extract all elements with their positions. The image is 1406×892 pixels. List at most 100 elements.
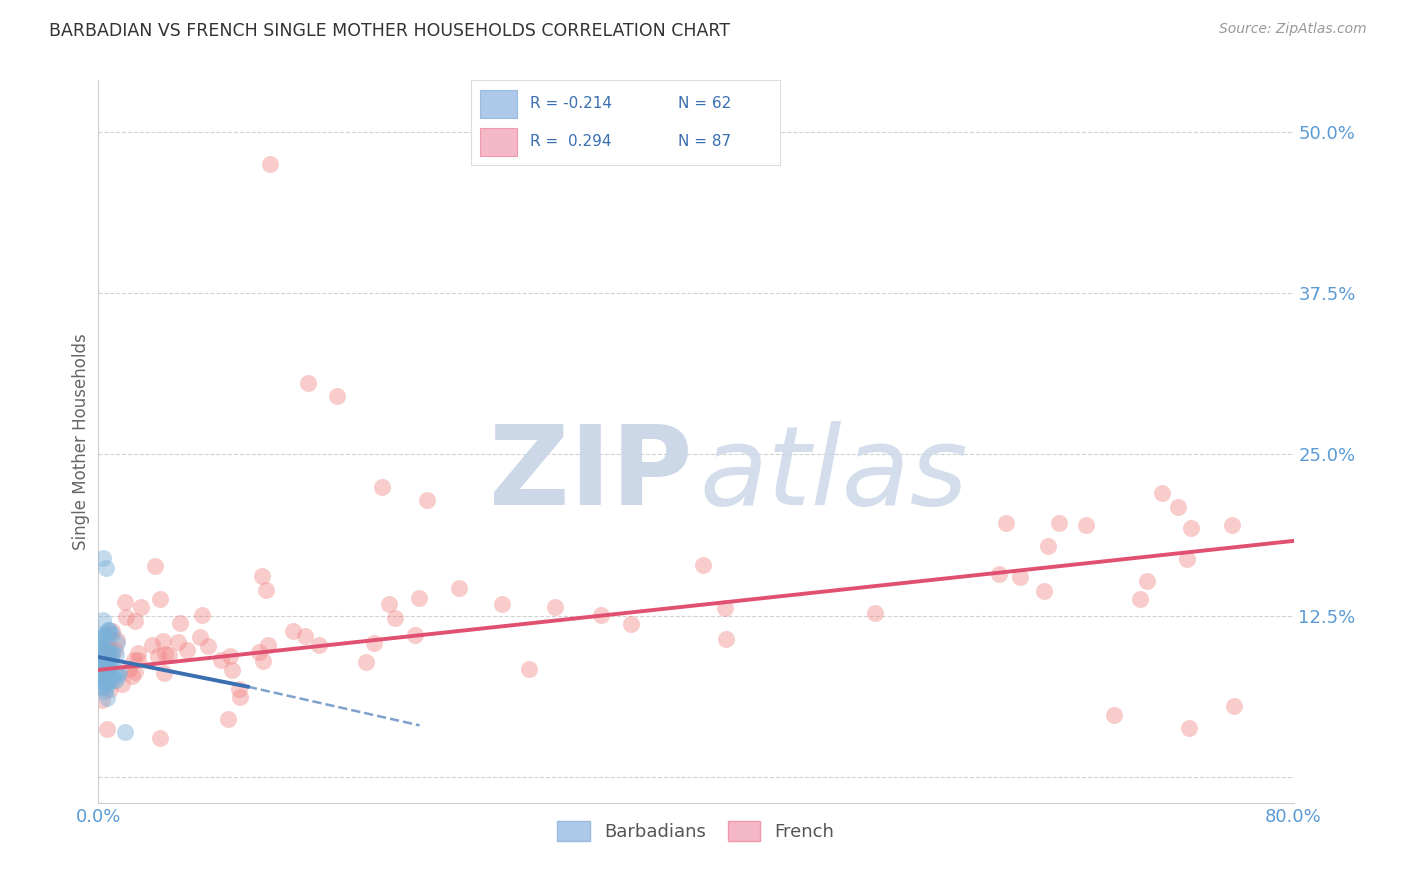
Point: [152, 666, 174, 681]
Point: [94, 684, 117, 698]
Point: [105, 633, 128, 648]
Point: [1104, 708, 1126, 723]
Point: [416, 492, 439, 507]
Point: [90, 657, 112, 671]
Point: [371, 480, 394, 494]
Point: [96, 644, 118, 658]
Point: [94, 677, 117, 691]
Bar: [481, 128, 517, 156]
Point: [114, 594, 136, 608]
Point: [101, 646, 124, 660]
Point: [408, 591, 430, 606]
Point: [91, 654, 114, 668]
Point: [326, 389, 349, 403]
Point: [96, 640, 118, 654]
Point: [124, 665, 146, 680]
Point: [197, 640, 219, 654]
Point: [98, 640, 121, 655]
Point: [96, 690, 118, 705]
Point: [378, 597, 401, 611]
Point: [97, 624, 120, 638]
Text: R = -0.214: R = -0.214: [530, 96, 612, 112]
Point: [281, 624, 304, 639]
Text: BARBADIAN VS FRENCH SINGLE MOTHER HOUSEHOLDS CORRELATION CHART: BARBADIAN VS FRENCH SINGLE MOTHER HOUSEH…: [49, 22, 730, 40]
Point: [94, 561, 117, 575]
Point: [93, 660, 115, 674]
Point: [491, 598, 513, 612]
Point: [127, 652, 149, 666]
Point: [90, 680, 112, 694]
Point: [404, 628, 426, 642]
Point: [308, 638, 330, 652]
Point: [191, 608, 214, 623]
Point: [93, 644, 115, 658]
Point: [188, 630, 211, 644]
Point: [107, 668, 129, 682]
Point: [97, 673, 120, 688]
Point: [90, 653, 112, 667]
Point: [101, 657, 124, 672]
Point: [100, 648, 122, 663]
Y-axis label: Single Mother Households: Single Mother Households: [72, 334, 90, 549]
Point: [118, 662, 141, 676]
Point: [97, 623, 120, 637]
Point: [259, 157, 281, 171]
Point: [96, 723, 118, 737]
Point: [129, 600, 152, 615]
Point: [716, 632, 738, 646]
Point: [93, 643, 115, 657]
Point: [517, 662, 540, 676]
Legend: Barbadians, French: Barbadians, French: [550, 814, 842, 848]
Point: [1175, 551, 1198, 566]
Point: [96, 674, 118, 689]
Point: [108, 665, 131, 680]
Point: [620, 616, 643, 631]
Text: N = 62: N = 62: [678, 96, 731, 112]
Point: [297, 376, 319, 391]
Point: [104, 648, 127, 663]
Point: [104, 643, 127, 657]
Point: [98, 657, 121, 672]
Point: [221, 664, 243, 678]
Point: [988, 567, 1011, 582]
Text: Source: ZipAtlas.com: Source: ZipAtlas.com: [1219, 22, 1367, 37]
Point: [114, 609, 136, 624]
Point: [100, 681, 122, 696]
Bar: [481, 89, 517, 118]
Point: [98, 660, 121, 674]
Point: [1180, 521, 1202, 535]
Point: [91, 650, 114, 665]
Point: [1036, 539, 1059, 553]
Point: [1136, 574, 1159, 588]
Point: [98, 647, 121, 661]
Point: [96, 681, 118, 695]
Point: [219, 648, 242, 663]
Point: [93, 643, 115, 657]
Point: [90, 629, 112, 643]
Point: [1167, 500, 1189, 514]
Point: [209, 653, 232, 667]
Point: [89, 663, 111, 677]
Point: [157, 648, 180, 662]
Point: [91, 550, 114, 565]
Point: [447, 581, 470, 595]
Point: [93, 627, 115, 641]
Point: [101, 624, 124, 638]
Point: [96, 646, 118, 660]
Point: [229, 690, 252, 705]
Point: [93, 667, 115, 681]
Point: [1152, 486, 1174, 500]
Point: [89, 639, 111, 653]
Point: [111, 677, 134, 691]
Text: N = 87: N = 87: [678, 134, 731, 149]
Point: [155, 647, 177, 661]
Point: [692, 558, 714, 573]
Point: [247, 645, 270, 659]
Point: [149, 591, 172, 606]
Point: [166, 634, 188, 648]
Point: [94, 662, 117, 676]
Point: [141, 638, 163, 652]
Point: [250, 569, 273, 583]
Point: [91, 613, 114, 627]
Text: ZIP: ZIP: [489, 420, 692, 527]
